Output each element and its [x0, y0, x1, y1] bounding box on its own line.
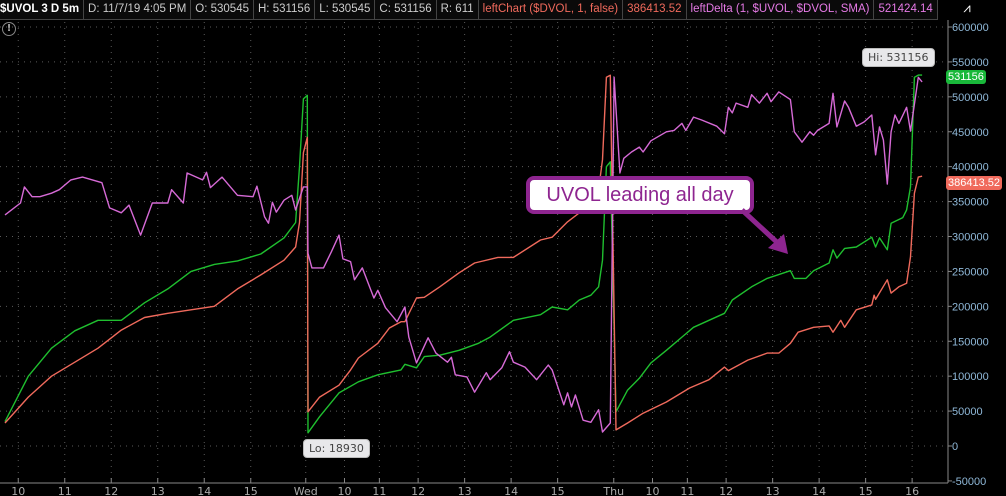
x-tick-label: 10	[646, 485, 660, 496]
hi-label: Hi: 531156	[862, 48, 935, 67]
lo-label: Lo: 18930	[303, 439, 370, 458]
x-tick-label: 15	[244, 485, 258, 496]
uvol-price-bubble: 531156	[946, 70, 986, 84]
dvol-price-bubble: 386413.52	[946, 176, 1002, 190]
price-scale-icon[interactable]: ⩘	[963, 1, 971, 16]
x-tick-label: 14	[197, 485, 211, 496]
bar-date: D: 11/7/19 4:05 PM	[84, 0, 192, 19]
study-leftdelta-label[interactable]: leftDelta (1, $UVOL, $DVOL, SMA)	[687, 0, 875, 19]
x-tick-label: 13	[151, 485, 165, 496]
x-tick-label: 13	[458, 485, 472, 496]
y-tick-label: 150000	[952, 336, 989, 348]
x-tick-label: 13	[766, 485, 780, 496]
bar-low: L: 530545	[315, 0, 376, 19]
y-tick-label: 450000	[952, 127, 989, 139]
x-tick-label: 11	[680, 485, 694, 496]
series-line-uvol	[4, 74, 923, 434]
x-tick-label: Wed	[294, 485, 318, 496]
study-leftchart-label[interactable]: leftChart ($DVOL, 1, false)	[479, 0, 624, 19]
bar-range: R: 611	[437, 0, 479, 19]
y-tick-label: 250000	[952, 266, 989, 278]
x-tick-label: Thu	[602, 485, 624, 496]
y-tick-label: 600000	[952, 22, 989, 34]
x-tick-label: 12	[719, 485, 733, 496]
y-tick-label: 300000	[952, 232, 989, 244]
x-tick-label: 10	[338, 485, 352, 496]
x-tick-label: 11	[58, 485, 72, 496]
y-tick-label: 500000	[952, 92, 989, 104]
exclamation-circle-icon[interactable]: !	[2, 22, 16, 36]
x-tick-label: 12	[411, 485, 425, 496]
x-tick-label: 14	[812, 485, 826, 496]
bar-close: C: 531156	[375, 0, 437, 19]
y-tick-label: 350000	[952, 197, 989, 209]
x-tick-label: 15	[859, 485, 873, 496]
symbol-label[interactable]: $UVOL 3 D 5m	[0, 0, 85, 19]
x-tick-label: 10	[11, 485, 25, 496]
x-tick-label: 12	[104, 485, 118, 496]
callout-annotation[interactable]: UVOL leading all day	[526, 176, 754, 214]
y-tick-label: 100000	[952, 371, 989, 383]
bar-high: H: 531156	[254, 0, 316, 19]
x-tick-label: 16	[905, 485, 919, 496]
y-tick-label: 200000	[952, 301, 989, 313]
y-tick-label: 0	[952, 441, 958, 453]
x-tick-label: 11	[372, 485, 386, 496]
x-tick-label: 14	[504, 485, 518, 496]
y-tick-label: 50000	[952, 406, 983, 418]
chart-header: $UVOL 3 D 5m D: 11/7/19 4:05 PM O: 53054…	[0, 0, 938, 20]
study-leftdelta-value: 521424.14	[874, 0, 938, 19]
study-leftchart-value: 386413.52	[623, 0, 687, 19]
y-tick-label: 550000	[952, 57, 989, 69]
x-tick-label: 15	[551, 485, 565, 496]
bar-open: O: 530545	[191, 0, 254, 19]
y-tick-label: 400000	[952, 162, 989, 174]
series-line-dvol	[4, 74, 923, 431]
y-tick-label: -50000	[952, 476, 986, 488]
series-line-delta	[4, 76, 923, 433]
